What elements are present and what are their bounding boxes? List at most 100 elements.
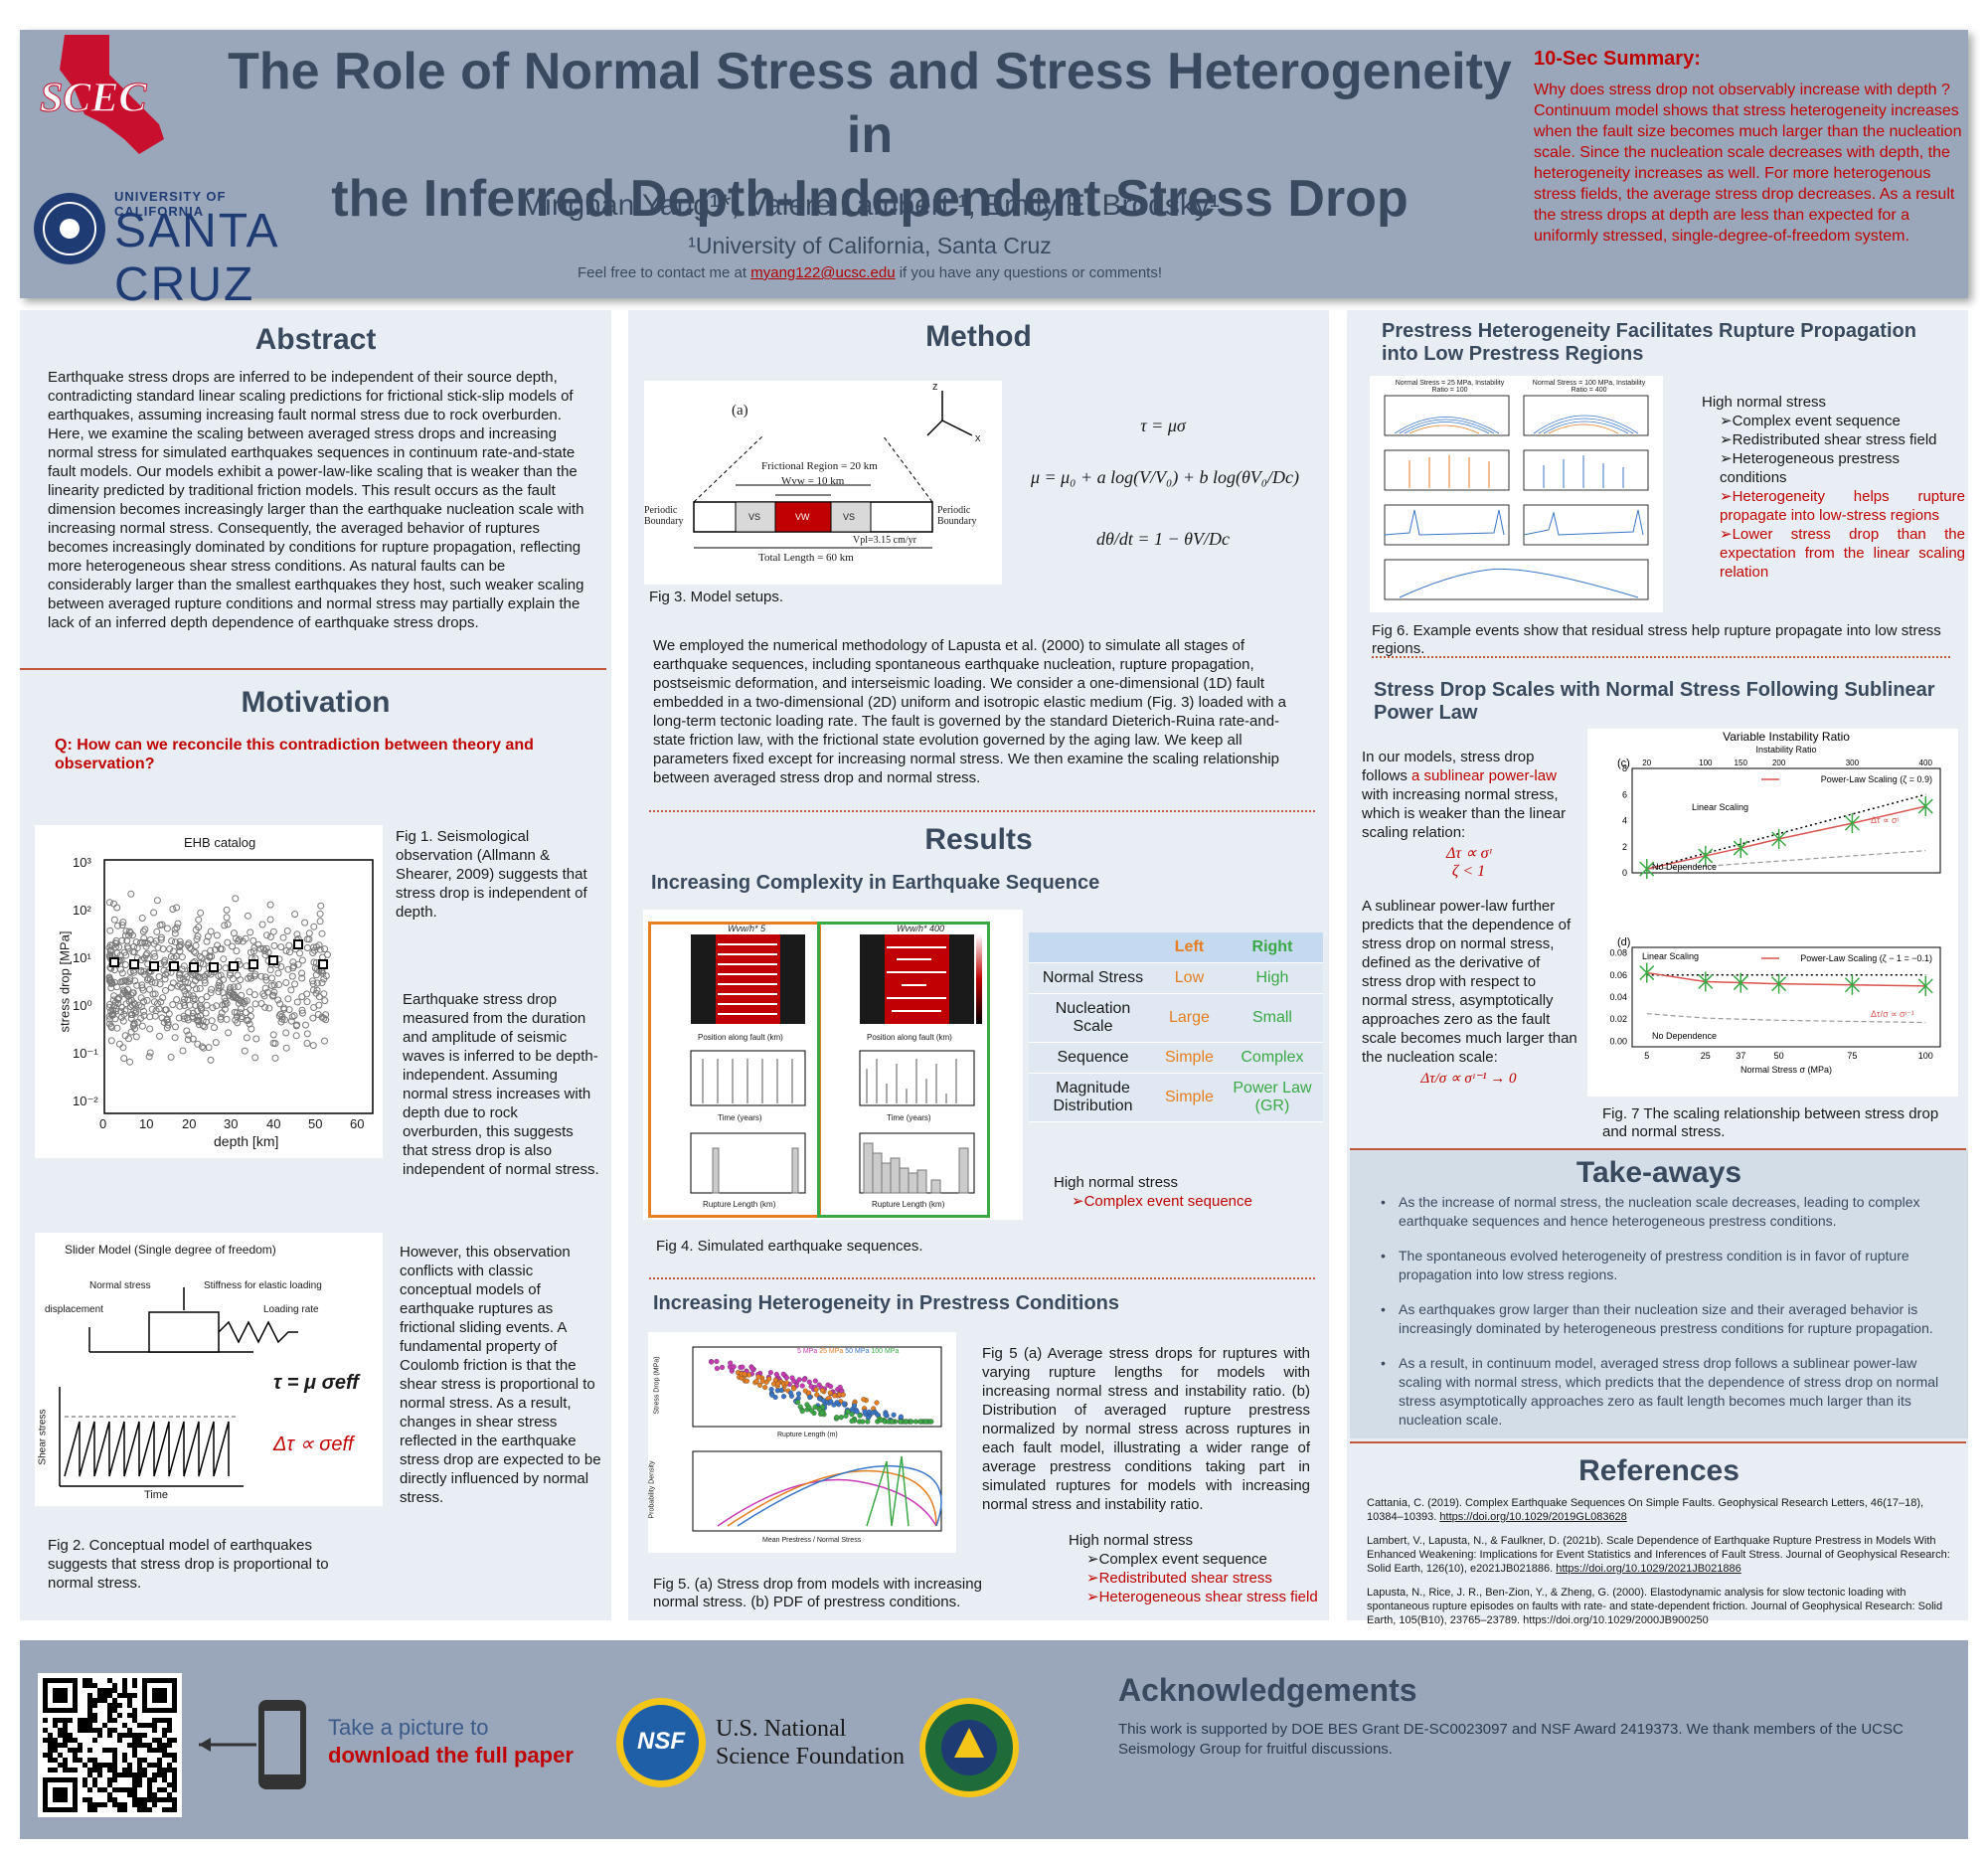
fig1-scatter-point <box>153 928 161 935</box>
fig1-scatter-point <box>251 1054 259 1062</box>
fig1-scatter-point <box>152 937 160 945</box>
qr-module <box>87 1713 92 1718</box>
fig1-scatter-point <box>298 1006 306 1014</box>
fig1-scatter-point <box>165 1010 173 1018</box>
contact-after: if you have any questions or comments! <box>895 264 1163 281</box>
qr-module <box>157 1768 162 1772</box>
fig1-scatter-point <box>144 939 152 947</box>
fig1-scatter-point <box>322 1011 330 1019</box>
fig7-xtick-label: 50 <box>1774 1051 1784 1061</box>
fig1-scatter-point <box>277 1018 285 1026</box>
prestress-rule <box>1372 656 1950 658</box>
qr-module <box>167 1728 172 1733</box>
list-item: Lower stress drop than the expectation f… <box>1720 525 1965 582</box>
list-item: The spontaneous evolved heterogeneity of… <box>1381 1247 1960 1284</box>
fig1-scatter-point <box>232 994 240 1002</box>
fig5-scatter-point <box>812 1404 818 1410</box>
qr-module <box>112 1753 117 1758</box>
fig7-linear-annotation: Linear Scaling <box>1692 802 1748 812</box>
qr-module <box>117 1807 122 1812</box>
qr-code[interactable] <box>38 1673 182 1817</box>
reference-link[interactable]: https://doi.org/10.1029/2021JB021886 <box>1556 1563 1741 1575</box>
download-paper-text[interactable]: download the full paper <box>328 1743 574 1768</box>
fig1-scatter-point <box>257 972 265 980</box>
fig7-axes-box <box>1631 946 1941 1048</box>
table-cell: Nucleation Scale <box>1029 993 1157 1043</box>
fig5-text: Fig 5 (a) Average stress drops for ruptu… <box>982 1345 1310 1513</box>
fig1-scatter-point <box>303 944 311 951</box>
qr-module <box>78 1728 83 1733</box>
reference-link[interactable]: https://doi.org/10.1029/2019GL083628 <box>1439 1511 1627 1523</box>
qr-module <box>167 1763 172 1768</box>
qr-module <box>147 1763 152 1768</box>
table-row: Nucleation Scale Large Small <box>1029 993 1323 1043</box>
contact-email-link[interactable]: myang122@ucsc.edu <box>750 264 896 281</box>
qr-module <box>172 1782 177 1787</box>
scaling-title: Stress Drop Scales with Normal Stress Fo… <box>1374 679 1935 724</box>
fig1-scatter-point <box>316 918 324 926</box>
fig1-scatter-point <box>252 1035 260 1043</box>
qr-module <box>102 1763 107 1768</box>
fig1-scatter-point <box>298 974 306 982</box>
fig1-scatter-point <box>238 991 246 999</box>
fig1-scatter-point <box>137 1003 145 1011</box>
fig1-scatter-point <box>175 971 183 979</box>
qr-module <box>157 1797 162 1802</box>
qr-module <box>132 1683 137 1688</box>
fig1-scatter-point <box>145 1053 153 1061</box>
fig1-scatter-point <box>169 979 177 987</box>
qr-module <box>63 1733 68 1738</box>
fig7-caption: Fig. 7 The scaling relationship between … <box>1602 1105 1939 1140</box>
fig5-scatter-point <box>849 1418 855 1425</box>
fig1-scatter-point <box>284 965 292 973</box>
fig3-total: Total Length = 60 km <box>758 552 854 564</box>
fig1-scatter-point <box>310 923 318 930</box>
scec-logo-text: SCEC <box>40 76 147 121</box>
fig1-scatter-point <box>149 990 157 998</box>
fig1-scatter-point <box>197 909 205 917</box>
fig7-top-tick: 300 <box>1846 759 1860 767</box>
fig5-scatter-point <box>834 1415 840 1421</box>
qr-module <box>152 1777 157 1782</box>
qr-module <box>83 1678 87 1683</box>
fig1-scatter-point <box>163 968 171 976</box>
fig1-scatter-point <box>310 958 318 966</box>
fig5-scatter-point <box>870 1410 876 1416</box>
fig1-scatter-point <box>311 946 318 954</box>
qr-module <box>73 1738 78 1743</box>
fig1-scatter-point <box>127 1015 135 1022</box>
qr-module <box>162 1728 167 1733</box>
fig5-prestress: 5 MPa 25 MPa 50 MPa 100 MPa Stress Drop … <box>648 1332 956 1553</box>
qr-module <box>137 1802 142 1807</box>
qr-module <box>48 1733 53 1738</box>
qr-module <box>142 1743 147 1748</box>
nsf-badge-text: NSF <box>637 1728 685 1755</box>
fig1-scatter-point <box>251 1000 259 1008</box>
fig1-scatter-point <box>222 964 230 972</box>
qr-module <box>157 1718 162 1723</box>
nsf-line2: Science Foundation <box>716 1744 905 1770</box>
fig1-scatter-point <box>180 1015 188 1023</box>
qr-module <box>132 1772 137 1777</box>
qr-module <box>157 1738 162 1743</box>
fig1-median-box <box>109 957 119 967</box>
fig5-scatter-point <box>799 1383 805 1389</box>
fig1-scatter-point <box>122 928 130 935</box>
qr-module <box>107 1797 112 1802</box>
qr-module <box>68 1738 73 1743</box>
list-item: As the increase of normal stress, the nu… <box>1381 1193 1960 1231</box>
qr-module <box>73 1758 78 1763</box>
fig1-scatter-point <box>223 1015 231 1023</box>
fig5-scatter-point <box>831 1402 837 1408</box>
fig1-scatter-point <box>140 934 148 942</box>
qr-module <box>152 1728 157 1733</box>
scaling-t1red: a sublinear power-law <box>1411 767 1557 784</box>
fig1-scatter-point <box>144 974 152 982</box>
fig5-scatter-point <box>768 1387 774 1393</box>
fig1-scatter-point <box>201 1023 209 1031</box>
fig3-x: x <box>975 432 981 444</box>
fig7-ytick-label: 8 <box>1622 763 1627 773</box>
fig1-scatter-point <box>207 1056 215 1064</box>
fig1-stress-drop-depth: EHB catalog stress drop [MPa] depth [km]… <box>35 825 383 1158</box>
fig7-xtick-label: 100 <box>1918 1051 1933 1061</box>
